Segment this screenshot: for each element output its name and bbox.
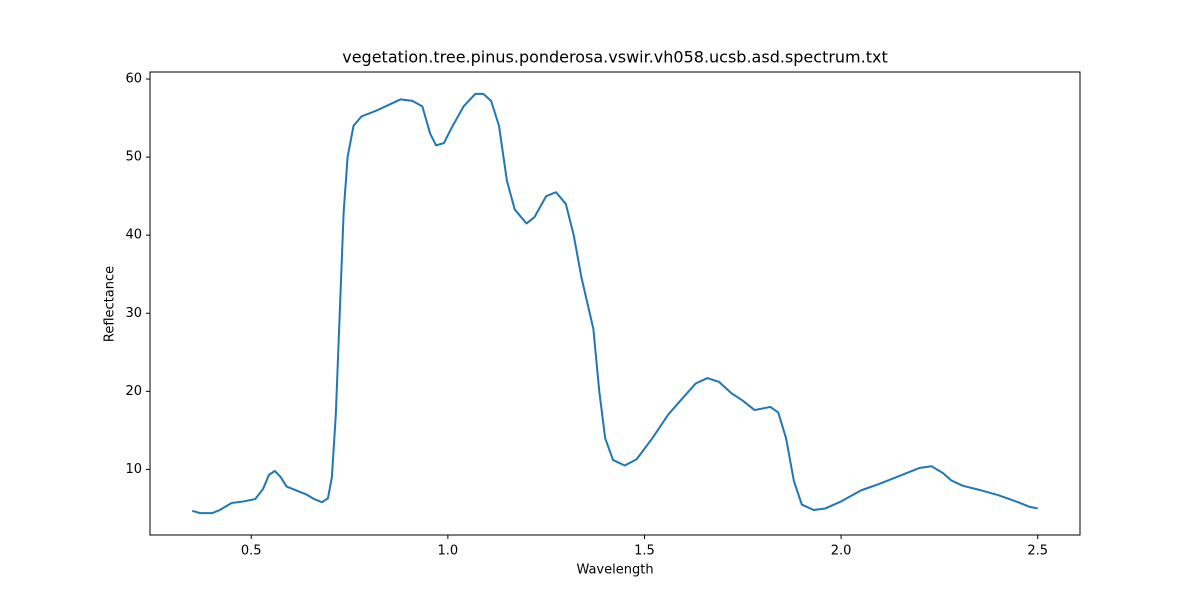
y-axis-label: Reflectance <box>103 266 118 342</box>
x-tick-label: 2.5 <box>1027 544 1048 559</box>
x-tick-label: 1.0 <box>438 544 459 559</box>
y-tick-label: 50 <box>125 150 142 165</box>
x-tick-label: 2.0 <box>831 544 852 559</box>
y-tick-label: 60 <box>125 72 142 87</box>
x-tick-label: 1.5 <box>634 544 655 559</box>
y-tick-label: 10 <box>125 462 142 477</box>
y-tick-label: 30 <box>125 306 142 321</box>
chart-title: vegetation.tree.pinus.ponderosa.vswir.vh… <box>342 48 888 67</box>
y-tick-label: 40 <box>125 228 142 243</box>
spectrum-line <box>191 92 1038 515</box>
y-tick-label: 20 <box>125 384 142 399</box>
x-axis-label: Wavelength <box>576 563 653 578</box>
plot-frame <box>149 71 1081 536</box>
x-tick-label: 0.5 <box>241 544 262 559</box>
